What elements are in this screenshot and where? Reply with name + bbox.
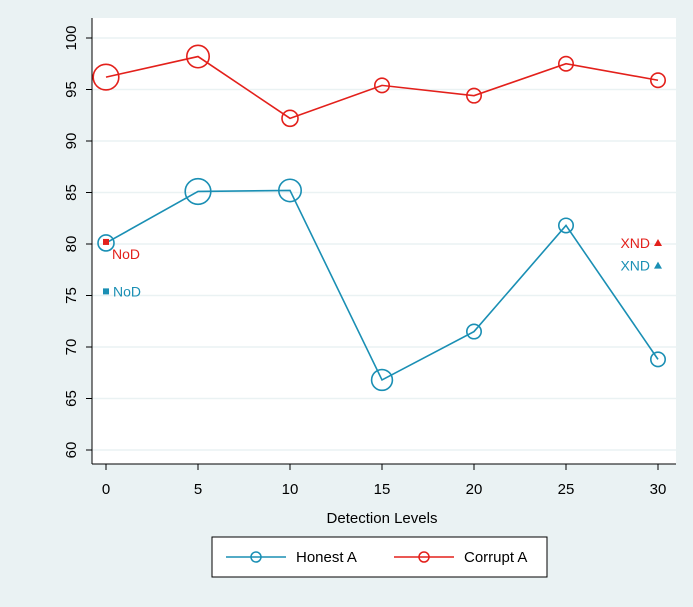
legend-label: Honest A <box>296 549 357 566</box>
series-line-honest-a <box>105 189 659 382</box>
data-point <box>649 72 666 89</box>
data-point <box>277 178 302 203</box>
x-tick-label: 15 <box>374 481 391 498</box>
data-point <box>184 177 212 206</box>
data-point <box>370 368 394 392</box>
grid <box>92 37 676 451</box>
annotation-label: NoD <box>113 283 141 299</box>
x-tick-label: 25 <box>558 481 575 498</box>
legend-label: Corrupt A <box>464 549 527 566</box>
y-tick-label: 60 <box>63 442 80 459</box>
y-tick-label: 100 <box>63 25 80 50</box>
x-tick-label: 5 <box>194 481 202 498</box>
x-tick-label: 0 <box>102 481 110 498</box>
legend-swatch-marker <box>250 551 262 563</box>
annotation-label: XND <box>620 235 650 251</box>
x-tick-label: 20 <box>466 481 483 498</box>
data-point <box>557 55 574 72</box>
data-point <box>465 87 482 104</box>
y-tick-label: 85 <box>63 184 80 201</box>
annotation-label: XND <box>620 258 650 274</box>
y-tick-label: 80 <box>63 236 80 253</box>
annotation-square-marker <box>103 238 109 245</box>
legend-swatch-marker <box>418 551 430 563</box>
data-point <box>281 109 299 128</box>
annotation-square-marker <box>103 288 109 295</box>
annotations: NoD NoD XND XND <box>103 235 662 299</box>
data-point <box>97 234 115 252</box>
y-tick-label: 70 <box>63 339 80 356</box>
data-point <box>92 63 120 91</box>
y-tick-label: 75 <box>63 287 80 304</box>
series-line-corrupt-a <box>105 55 659 120</box>
series-layer <box>92 44 666 392</box>
legend: Honest A Corrupt A <box>211 536 548 578</box>
data-point <box>186 44 211 69</box>
axes: 60 65 70 75 80 85 90 95 100 0 5 10 15 20 25 30 <box>63 18 676 498</box>
data-point <box>557 217 574 234</box>
data-point <box>373 77 390 94</box>
annotation-triangle-marker <box>654 261 662 269</box>
y-tick-label: 95 <box>63 81 80 98</box>
y-tick-label: 90 <box>63 133 80 150</box>
x-axis-label: Detection Levels <box>327 510 438 527</box>
x-tick-label: 30 <box>650 481 667 498</box>
data-point <box>465 323 482 340</box>
y-tick-label: 65 <box>63 390 80 407</box>
annotation-label: NoD <box>112 246 140 262</box>
x-tick-label: 10 <box>282 481 299 498</box>
data-point <box>649 351 666 368</box>
annotation-triangle-marker <box>654 238 662 246</box>
